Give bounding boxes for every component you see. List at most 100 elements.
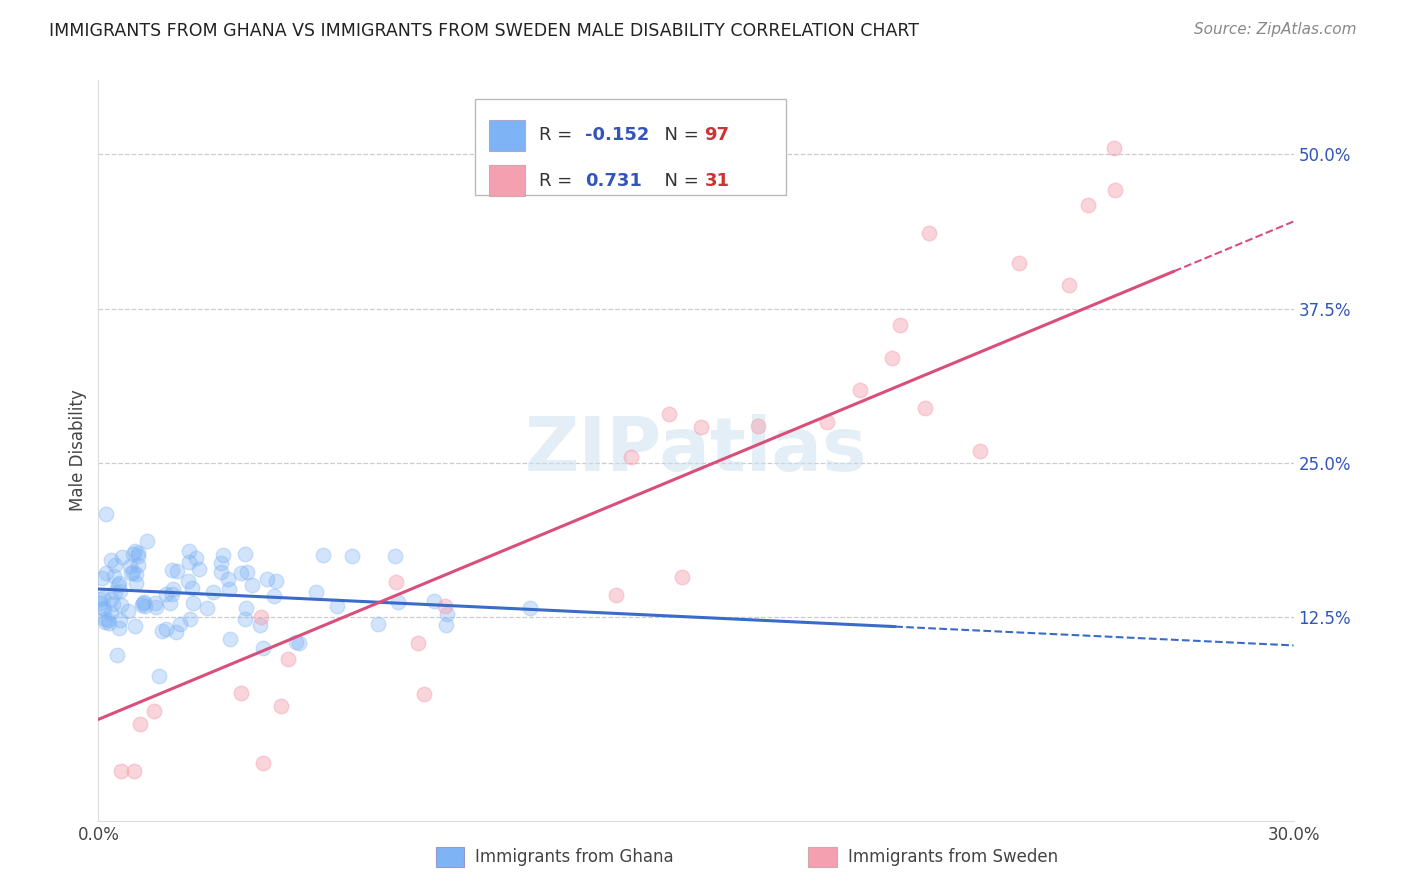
Text: ZIPatlas: ZIPatlas: [524, 414, 868, 487]
Point: [103, 597, 125, 611]
Point: [229, 566, 252, 581]
Text: 97: 97: [704, 127, 730, 145]
Point: [436, 607, 458, 622]
Point: [434, 599, 457, 614]
Point: [690, 419, 713, 434]
Point: [179, 612, 201, 626]
Point: [142, 704, 165, 718]
Point: [312, 548, 335, 562]
Point: [160, 564, 183, 578]
Point: [94, 566, 117, 581]
Point: [218, 582, 240, 596]
Point: [94, 615, 117, 629]
Text: N =: N =: [652, 171, 704, 190]
FancyBboxPatch shape: [436, 847, 464, 867]
Point: [256, 573, 278, 587]
Point: [179, 544, 201, 558]
Point: [252, 756, 274, 770]
Point: [188, 562, 211, 576]
Point: [145, 600, 167, 615]
Point: [155, 587, 177, 601]
Point: [270, 698, 292, 713]
Point: [127, 558, 149, 572]
Text: -0.152: -0.152: [585, 127, 650, 145]
Point: [108, 583, 131, 598]
Point: [384, 549, 406, 564]
Point: [217, 572, 239, 586]
Point: [233, 547, 256, 561]
Point: [94, 507, 117, 521]
FancyBboxPatch shape: [808, 847, 837, 867]
Text: R =: R =: [540, 127, 578, 145]
Point: [121, 547, 143, 561]
Point: [124, 544, 146, 558]
Point: [240, 578, 263, 592]
Point: [148, 669, 170, 683]
Text: Source: ZipAtlas.com: Source: ZipAtlas.com: [1194, 22, 1357, 37]
Point: [326, 599, 349, 614]
Point: [103, 569, 125, 583]
Point: [658, 407, 681, 421]
Point: [105, 648, 128, 663]
Point: [89, 591, 111, 606]
Point: [181, 596, 204, 610]
Point: [124, 567, 146, 582]
Point: [90, 571, 112, 585]
Point: [131, 597, 153, 611]
Point: [91, 591, 114, 605]
Point: [218, 632, 240, 647]
Point: [121, 566, 143, 580]
Y-axis label: Male Disability: Male Disability: [69, 390, 87, 511]
Point: [100, 553, 122, 567]
Point: [104, 558, 127, 572]
Point: [118, 559, 141, 574]
Text: Immigrants from Sweden: Immigrants from Sweden: [848, 848, 1057, 866]
Point: [211, 548, 233, 562]
Point: [127, 546, 149, 560]
Point: [229, 686, 252, 700]
Point: [89, 596, 111, 610]
Point: [131, 598, 153, 612]
Point: [342, 549, 364, 563]
Point: [165, 625, 187, 640]
Point: [180, 581, 202, 595]
Text: IMMIGRANTS FROM GHANA VS IMMIGRANTS FROM SWEDEN MALE DISABILITY CORRELATION CHAR: IMMIGRANTS FROM GHANA VS IMMIGRANTS FROM…: [49, 22, 920, 40]
Point: [620, 450, 643, 464]
Point: [815, 415, 838, 429]
Point: [236, 565, 259, 579]
Point: [387, 595, 409, 609]
Point: [747, 418, 769, 433]
Point: [882, 351, 904, 366]
Point: [162, 582, 184, 596]
Point: [235, 601, 257, 615]
Point: [202, 585, 225, 599]
Point: [107, 576, 129, 591]
Point: [91, 600, 114, 615]
Point: [413, 687, 436, 701]
Point: [969, 443, 991, 458]
Text: Immigrants from Ghana: Immigrants from Ghana: [475, 848, 673, 866]
Point: [1104, 141, 1126, 155]
Point: [111, 550, 134, 565]
Point: [209, 566, 232, 580]
Point: [110, 764, 132, 779]
Point: [1007, 256, 1029, 270]
Point: [104, 585, 127, 599]
Point: [914, 401, 936, 415]
Point: [1104, 183, 1126, 197]
Point: [97, 613, 120, 627]
Point: [127, 549, 149, 563]
Point: [233, 612, 256, 626]
Point: [889, 318, 911, 332]
Point: [100, 606, 122, 620]
Point: [184, 551, 207, 566]
FancyBboxPatch shape: [475, 99, 786, 195]
Point: [1077, 198, 1099, 212]
Point: [155, 622, 177, 636]
Point: [107, 578, 129, 592]
Point: [195, 601, 218, 615]
Point: [134, 599, 156, 613]
Point: [252, 641, 274, 656]
Text: 31: 31: [704, 171, 730, 190]
Point: [94, 612, 117, 626]
